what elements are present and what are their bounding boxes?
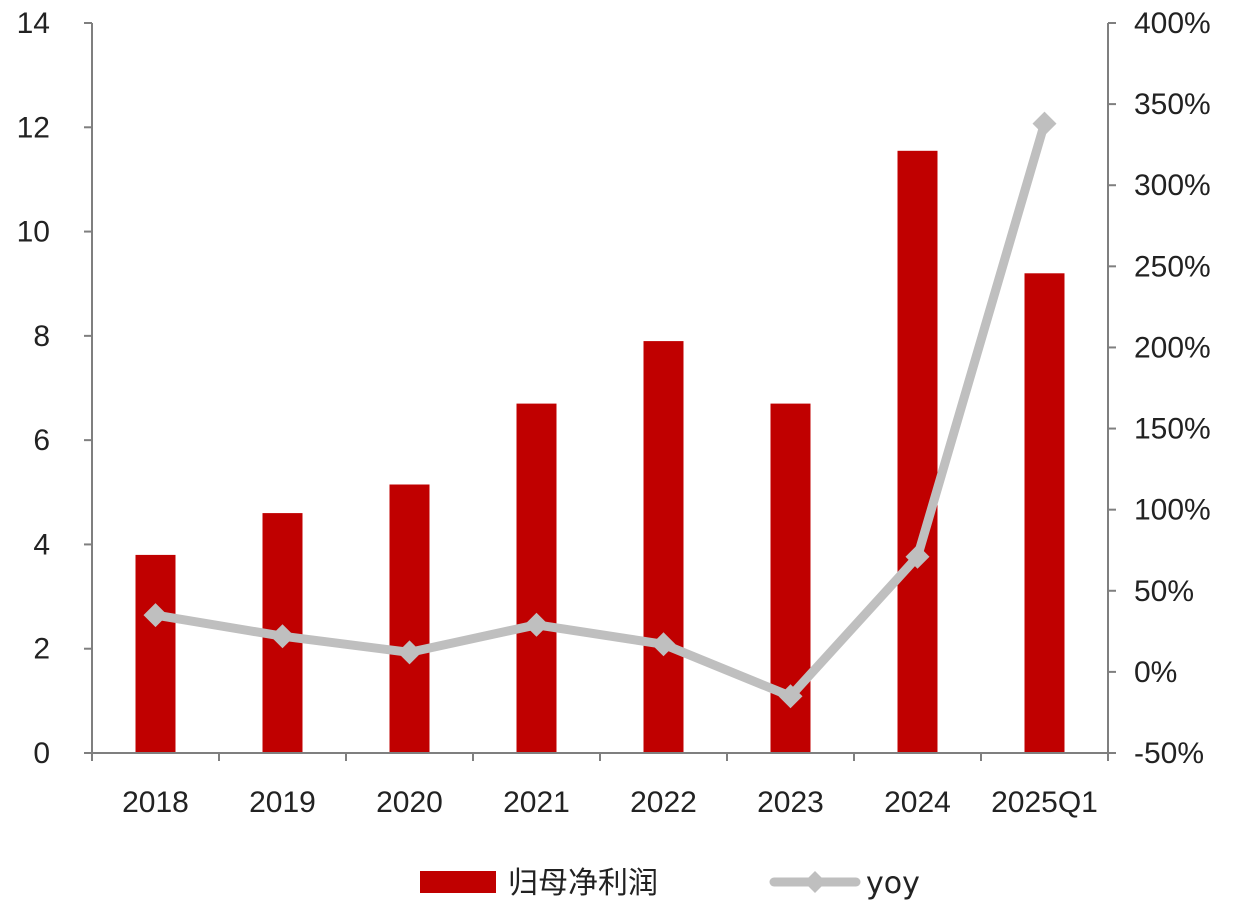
right-tick-label: 300% xyxy=(1134,169,1211,202)
x-tick-label: 2025Q1 xyxy=(991,786,1098,819)
right-tick-label: 250% xyxy=(1134,250,1211,283)
legend-bar-swatch xyxy=(420,871,496,893)
right-tick-label: 0% xyxy=(1134,656,1177,689)
left-tick-label: 2 xyxy=(33,633,50,666)
right-tick-label: 50% xyxy=(1134,575,1194,608)
bar-2018 xyxy=(135,554,176,753)
right-tick-label: -50% xyxy=(1134,737,1204,770)
x-tick-label: 2024 xyxy=(884,786,951,819)
x-tick-label: 2021 xyxy=(503,786,570,819)
x-tick-label: 2023 xyxy=(757,786,824,819)
left-tick-label: 8 xyxy=(33,320,50,353)
x-tick-label: 2018 xyxy=(122,786,189,819)
yoy-point-2018 xyxy=(143,603,168,628)
yoy-point-2025Q1 xyxy=(1032,111,1057,136)
bar-2021 xyxy=(516,403,557,753)
legend-bar-label: 归母净利润 xyxy=(508,866,658,901)
axes-layer: 0 2 4 6 8 10 12 14 -50% 0% 50% 100% 150% 200% 250% 300%… xyxy=(17,7,1211,819)
x-tick-label: 2019 xyxy=(249,786,316,819)
right-tick-label: 350% xyxy=(1134,88,1211,121)
bar-2025Q1 xyxy=(1024,273,1065,753)
yoy-point-2024 xyxy=(905,544,930,569)
left-tick-label: 14 xyxy=(17,7,50,40)
bars-layer xyxy=(135,150,1065,754)
legend-line-marker xyxy=(804,871,826,893)
bar-2020 xyxy=(389,484,430,753)
x-tick-label: 2020 xyxy=(376,786,443,819)
left-tick-label: 10 xyxy=(17,216,50,249)
yoy-point-2021 xyxy=(524,612,549,637)
right-tick-label: 150% xyxy=(1134,413,1211,446)
yoy-point-2020 xyxy=(397,640,422,665)
left-tick-label: 0 xyxy=(33,737,50,770)
right-tick-label: 200% xyxy=(1134,331,1211,364)
yoy-line xyxy=(151,119,1049,701)
line-layer xyxy=(143,111,1057,709)
left-tick-label: 12 xyxy=(17,111,50,144)
left-tick-label: 4 xyxy=(33,528,50,561)
yoy-point-2023 xyxy=(778,684,803,709)
x-tick-label: 2022 xyxy=(630,786,697,819)
yoy-point-2022 xyxy=(651,632,676,657)
right-tick-label: 400% xyxy=(1134,7,1211,40)
bar-2024 xyxy=(897,150,938,754)
yoy-point-2019 xyxy=(270,624,295,649)
legend: 归母净利润 yoy xyxy=(420,866,920,901)
legend-line-label: yoy xyxy=(866,866,920,901)
right-tick-label: 100% xyxy=(1134,494,1211,527)
bar-2022 xyxy=(643,341,684,753)
left-tick-label: 6 xyxy=(33,424,50,457)
